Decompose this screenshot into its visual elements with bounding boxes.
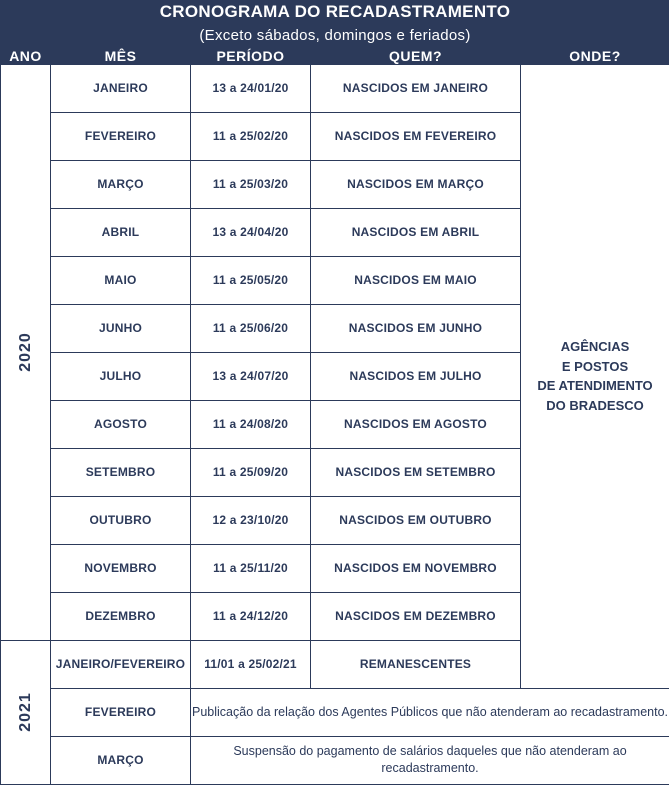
onde-line: AGÊNCIAS	[561, 339, 630, 354]
onde-cell: AGÊNCIAS E POSTOS DE ATENDIMENTO DO BRAD…	[521, 64, 669, 688]
year-cell-2020: 2020	[1, 64, 51, 640]
schedule-table: CRONOGRAMA DO RECADASTRAMENTO (Exceto sá…	[0, 0, 669, 785]
table-row: 2020 JANEIRO 13 a 24/01/20 NASCIDOS EM J…	[1, 64, 669, 112]
cell-periodo: 11 a 25/03/20	[191, 160, 311, 208]
onde-line: E POSTOS	[562, 359, 628, 374]
title-line1: CRONOGRAMA DO RECADASTRAMENTO	[160, 2, 511, 21]
cell-periodo: 12 a 23/10/20	[191, 496, 311, 544]
cell-periodo: 11 a 25/06/20	[191, 304, 311, 352]
cell-periodo: 11 a 25/11/20	[191, 544, 311, 592]
col-header-periodo: PERÍODO	[191, 47, 311, 64]
table-row: FEVEREIRO Publicação da relação dos Agen…	[1, 688, 669, 736]
cell-mes: AGOSTO	[51, 400, 191, 448]
cell-quem: NASCIDOS EM JULHO	[311, 352, 521, 400]
col-header-mes: MÊS	[51, 47, 191, 64]
cell-periodo: 11 a 25/09/20	[191, 448, 311, 496]
cell-mes: JANEIRO/FEVEREIRO	[51, 640, 191, 688]
cell-quem: NASCIDOS EM OUTUBRO	[311, 496, 521, 544]
cell-mes: NOVEMBRO	[51, 544, 191, 592]
cell-mes: SETEMBRO	[51, 448, 191, 496]
cell-periodo: 11 a 24/12/20	[191, 592, 311, 640]
onde-line: DO BRADESCO	[546, 398, 644, 413]
cell-periodo: 11 a 24/08/20	[191, 400, 311, 448]
col-header-quem: QUEM?	[311, 47, 521, 64]
title-line2: (Exceto sábados, domingos e feriados)	[199, 27, 470, 44]
cell-mes: MARÇO	[51, 160, 191, 208]
cell-quem: NASCIDOS EM NOVEMBRO	[311, 544, 521, 592]
onde-line: DE ATENDIMENTO	[537, 378, 652, 393]
cell-quem: NASCIDOS EM JUNHO	[311, 304, 521, 352]
cell-mes: MAIO	[51, 256, 191, 304]
cell-mes: MARÇO	[51, 736, 191, 784]
cell-quem: REMANESCENTES	[311, 640, 521, 688]
cell-quem: NASCIDOS EM MARÇO	[311, 160, 521, 208]
cell-mes: DEZEMBRO	[51, 592, 191, 640]
cell-quem: NASCIDOS EM ABRIL	[311, 208, 521, 256]
cell-quem: NASCIDOS EM FEVEREIRO	[311, 112, 521, 160]
cell-mes: FEVEREIRO	[51, 112, 191, 160]
cell-periodo: 11 a 25/02/20	[191, 112, 311, 160]
table-title: CRONOGRAMA DO RECADASTRAMENTO (Exceto sá…	[1, 1, 669, 48]
col-header-ano: ANO	[1, 47, 51, 64]
cell-mes: ABRIL	[51, 208, 191, 256]
cell-periodo: 13 a 24/07/20	[191, 352, 311, 400]
cell-quem: NASCIDOS EM JANEIRO	[311, 64, 521, 112]
table-row: MARÇO Suspensão do pagamento de salários…	[1, 736, 669, 784]
cell-note: Publicação da relação dos Agentes Públic…	[191, 688, 669, 736]
cell-mes: JUNHO	[51, 304, 191, 352]
cell-quem: NASCIDOS EM DEZEMBRO	[311, 592, 521, 640]
cell-quem: NASCIDOS EM AGOSTO	[311, 400, 521, 448]
cell-mes: FEVEREIRO	[51, 688, 191, 736]
cell-mes: OUTUBRO	[51, 496, 191, 544]
cell-mes: JULHO	[51, 352, 191, 400]
table-header-row: ANO MÊS PERÍODO QUEM? ONDE?	[1, 47, 669, 64]
cell-mes: JANEIRO	[51, 64, 191, 112]
cell-quem: NASCIDOS EM SETEMBRO	[311, 448, 521, 496]
year-label-2021: 2021	[17, 693, 35, 733]
cell-note: Suspensão do pagamento de salários daque…	[191, 736, 669, 784]
cell-periodo: 11/01 a 25/02/21	[191, 640, 311, 688]
cell-quem: NASCIDOS EM MAIO	[311, 256, 521, 304]
year-cell-2021: 2021	[1, 640, 51, 784]
year-label-2020: 2020	[17, 333, 35, 373]
cell-periodo: 13 a 24/04/20	[191, 208, 311, 256]
cell-periodo: 13 a 24/01/20	[191, 64, 311, 112]
col-header-onde: ONDE?	[521, 47, 669, 64]
cell-periodo: 11 a 25/05/20	[191, 256, 311, 304]
